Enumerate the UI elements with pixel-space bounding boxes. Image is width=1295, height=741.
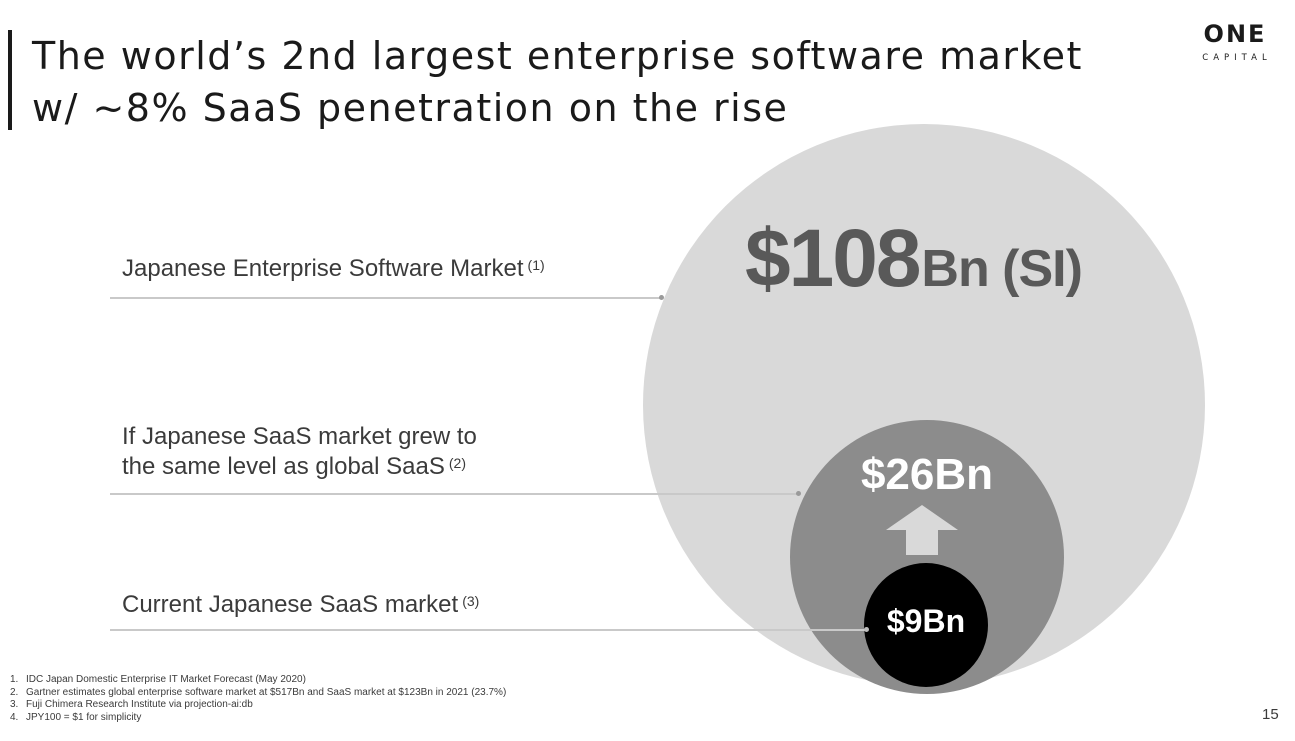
label-2-footnote-ref: (2) xyxy=(448,455,466,471)
title-accent-bar xyxy=(8,30,12,130)
enterprise-software-market-value: $108Bn (SI) xyxy=(745,212,1145,306)
market-circle-small xyxy=(864,563,988,687)
up-arrow-icon xyxy=(886,505,958,555)
label-potential-saas-market: If Japanese SaaS market grew to the same… xyxy=(122,422,477,482)
big-value-number: $108 xyxy=(745,213,921,304)
footnote-item: 1. IDC Japan Domestic Enterprise IT Marke… xyxy=(10,674,306,685)
leader-line-3 xyxy=(110,629,868,631)
label-enterprise-software-market: Japanese Enterprise Software Market (1) xyxy=(122,254,545,284)
big-value-unit: Bn (SI) xyxy=(921,240,1083,298)
current-saas-market-value: $9Bn xyxy=(886,603,966,639)
title-line-1: The world’s 2nd largest enterprise softw… xyxy=(32,34,1083,78)
label-1-text: Japanese Enterprise Software Market xyxy=(122,255,524,282)
one-capital-logo: ONE CAPITAL xyxy=(1190,20,1280,63)
footnote-item: 2. Gartner estimates global enterprise so… xyxy=(10,686,507,698)
label-current-saas-market: Current Japanese SaaS market (3) xyxy=(122,590,479,620)
leader-dot-1 xyxy=(659,295,664,300)
leader-dot-3 xyxy=(864,627,869,632)
leader-line-1 xyxy=(110,297,662,299)
logo-wordmark: ONE xyxy=(1203,20,1267,48)
page-number: 15 xyxy=(1262,706,1279,723)
footnote-item: 3. Fuji Chimera Research Institute via pr… xyxy=(10,699,253,710)
label-3-footnote-ref: (3) xyxy=(462,593,480,609)
label-3-text: Current Japanese SaaS market xyxy=(122,591,459,618)
logo-subtitle: CAPITAL xyxy=(1202,53,1272,63)
potential-saas-market-value: $26Bn xyxy=(860,450,994,499)
label-1-footnote-ref: (1) xyxy=(527,257,545,273)
leader-dot-2 xyxy=(796,491,801,496)
title-line-2: w/ ~8% SaaS penetration on the rise xyxy=(32,86,789,130)
footnotes: 1. IDC Japan Domestic Enterprise IT Marke… xyxy=(10,674,506,724)
label-2-line-2: the same level as global SaaS xyxy=(122,453,445,480)
leader-line-2 xyxy=(110,493,800,495)
page-title: The world’s 2nd largest enterprise softw… xyxy=(32,30,1083,134)
footnote-item: 4. JPY100 = $1 for simplicity xyxy=(10,711,142,723)
label-2-line-1: If Japanese SaaS market grew to xyxy=(122,423,477,450)
